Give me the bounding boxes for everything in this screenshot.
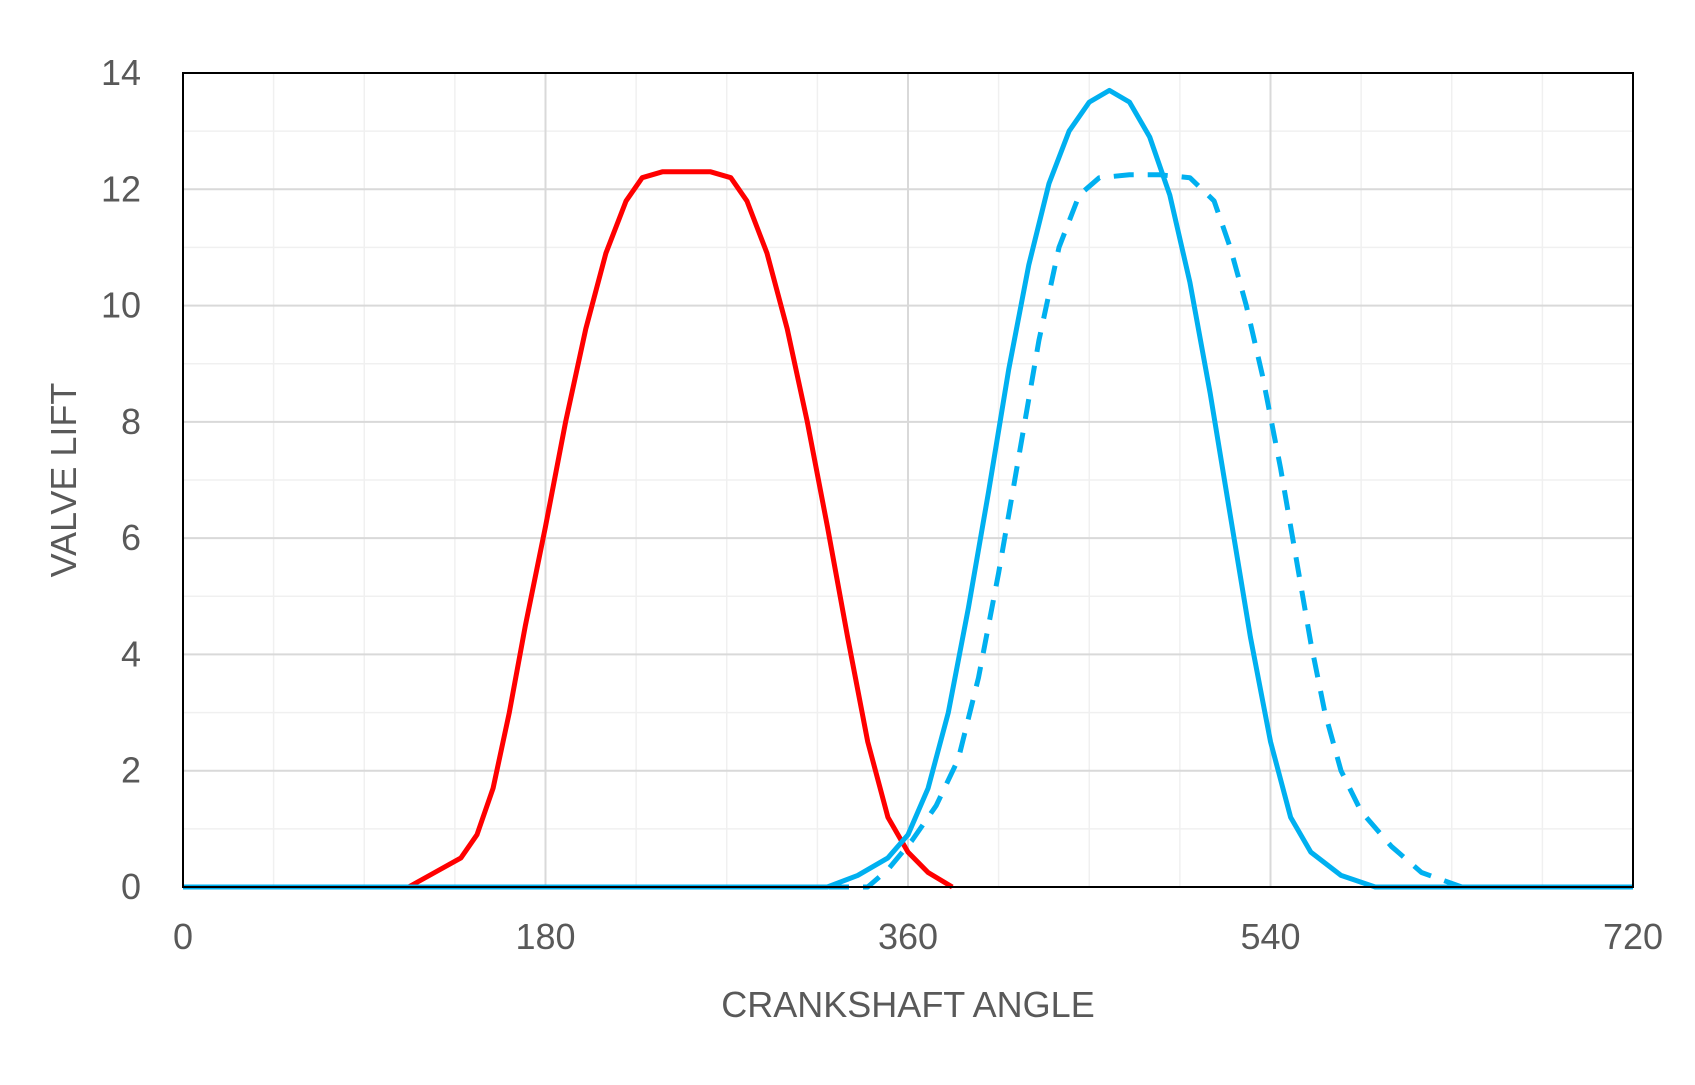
plot-area-frame [182, 72, 1634, 888]
x-tick-label: 360 [878, 916, 938, 957]
y-tick-label: 10 [101, 285, 141, 326]
y-axis-title: VALVE LIFT [43, 383, 84, 578]
x-tick-label: 0 [173, 916, 193, 957]
series-line-2-solid [183, 87, 1633, 890]
series-line-3-dashed [183, 172, 1633, 890]
y-tick-label: 4 [121, 633, 141, 674]
series-line-1-solid [407, 169, 954, 890]
grid [182, 72, 1634, 888]
y-tick-label: 8 [121, 401, 141, 442]
x-axis-title: CRANKSHAFT ANGLE [721, 984, 1094, 1025]
x-tick-label: 720 [1603, 916, 1663, 957]
series-group [183, 87, 1633, 890]
y-tick-label: 6 [121, 517, 141, 558]
x-tick-label: 540 [1240, 916, 1300, 957]
y-tick-label: 0 [121, 866, 141, 907]
x-tick-label: 180 [515, 916, 575, 957]
x-tick-labels: 0 180 360 540 720 [173, 916, 1663, 957]
y-tick-label: 14 [101, 52, 141, 93]
y-tick-labels: 0 2 4 6 8 10 12 14 [101, 52, 141, 907]
y-tick-label: 12 [101, 168, 141, 209]
y-tick-label: 2 [121, 750, 141, 791]
